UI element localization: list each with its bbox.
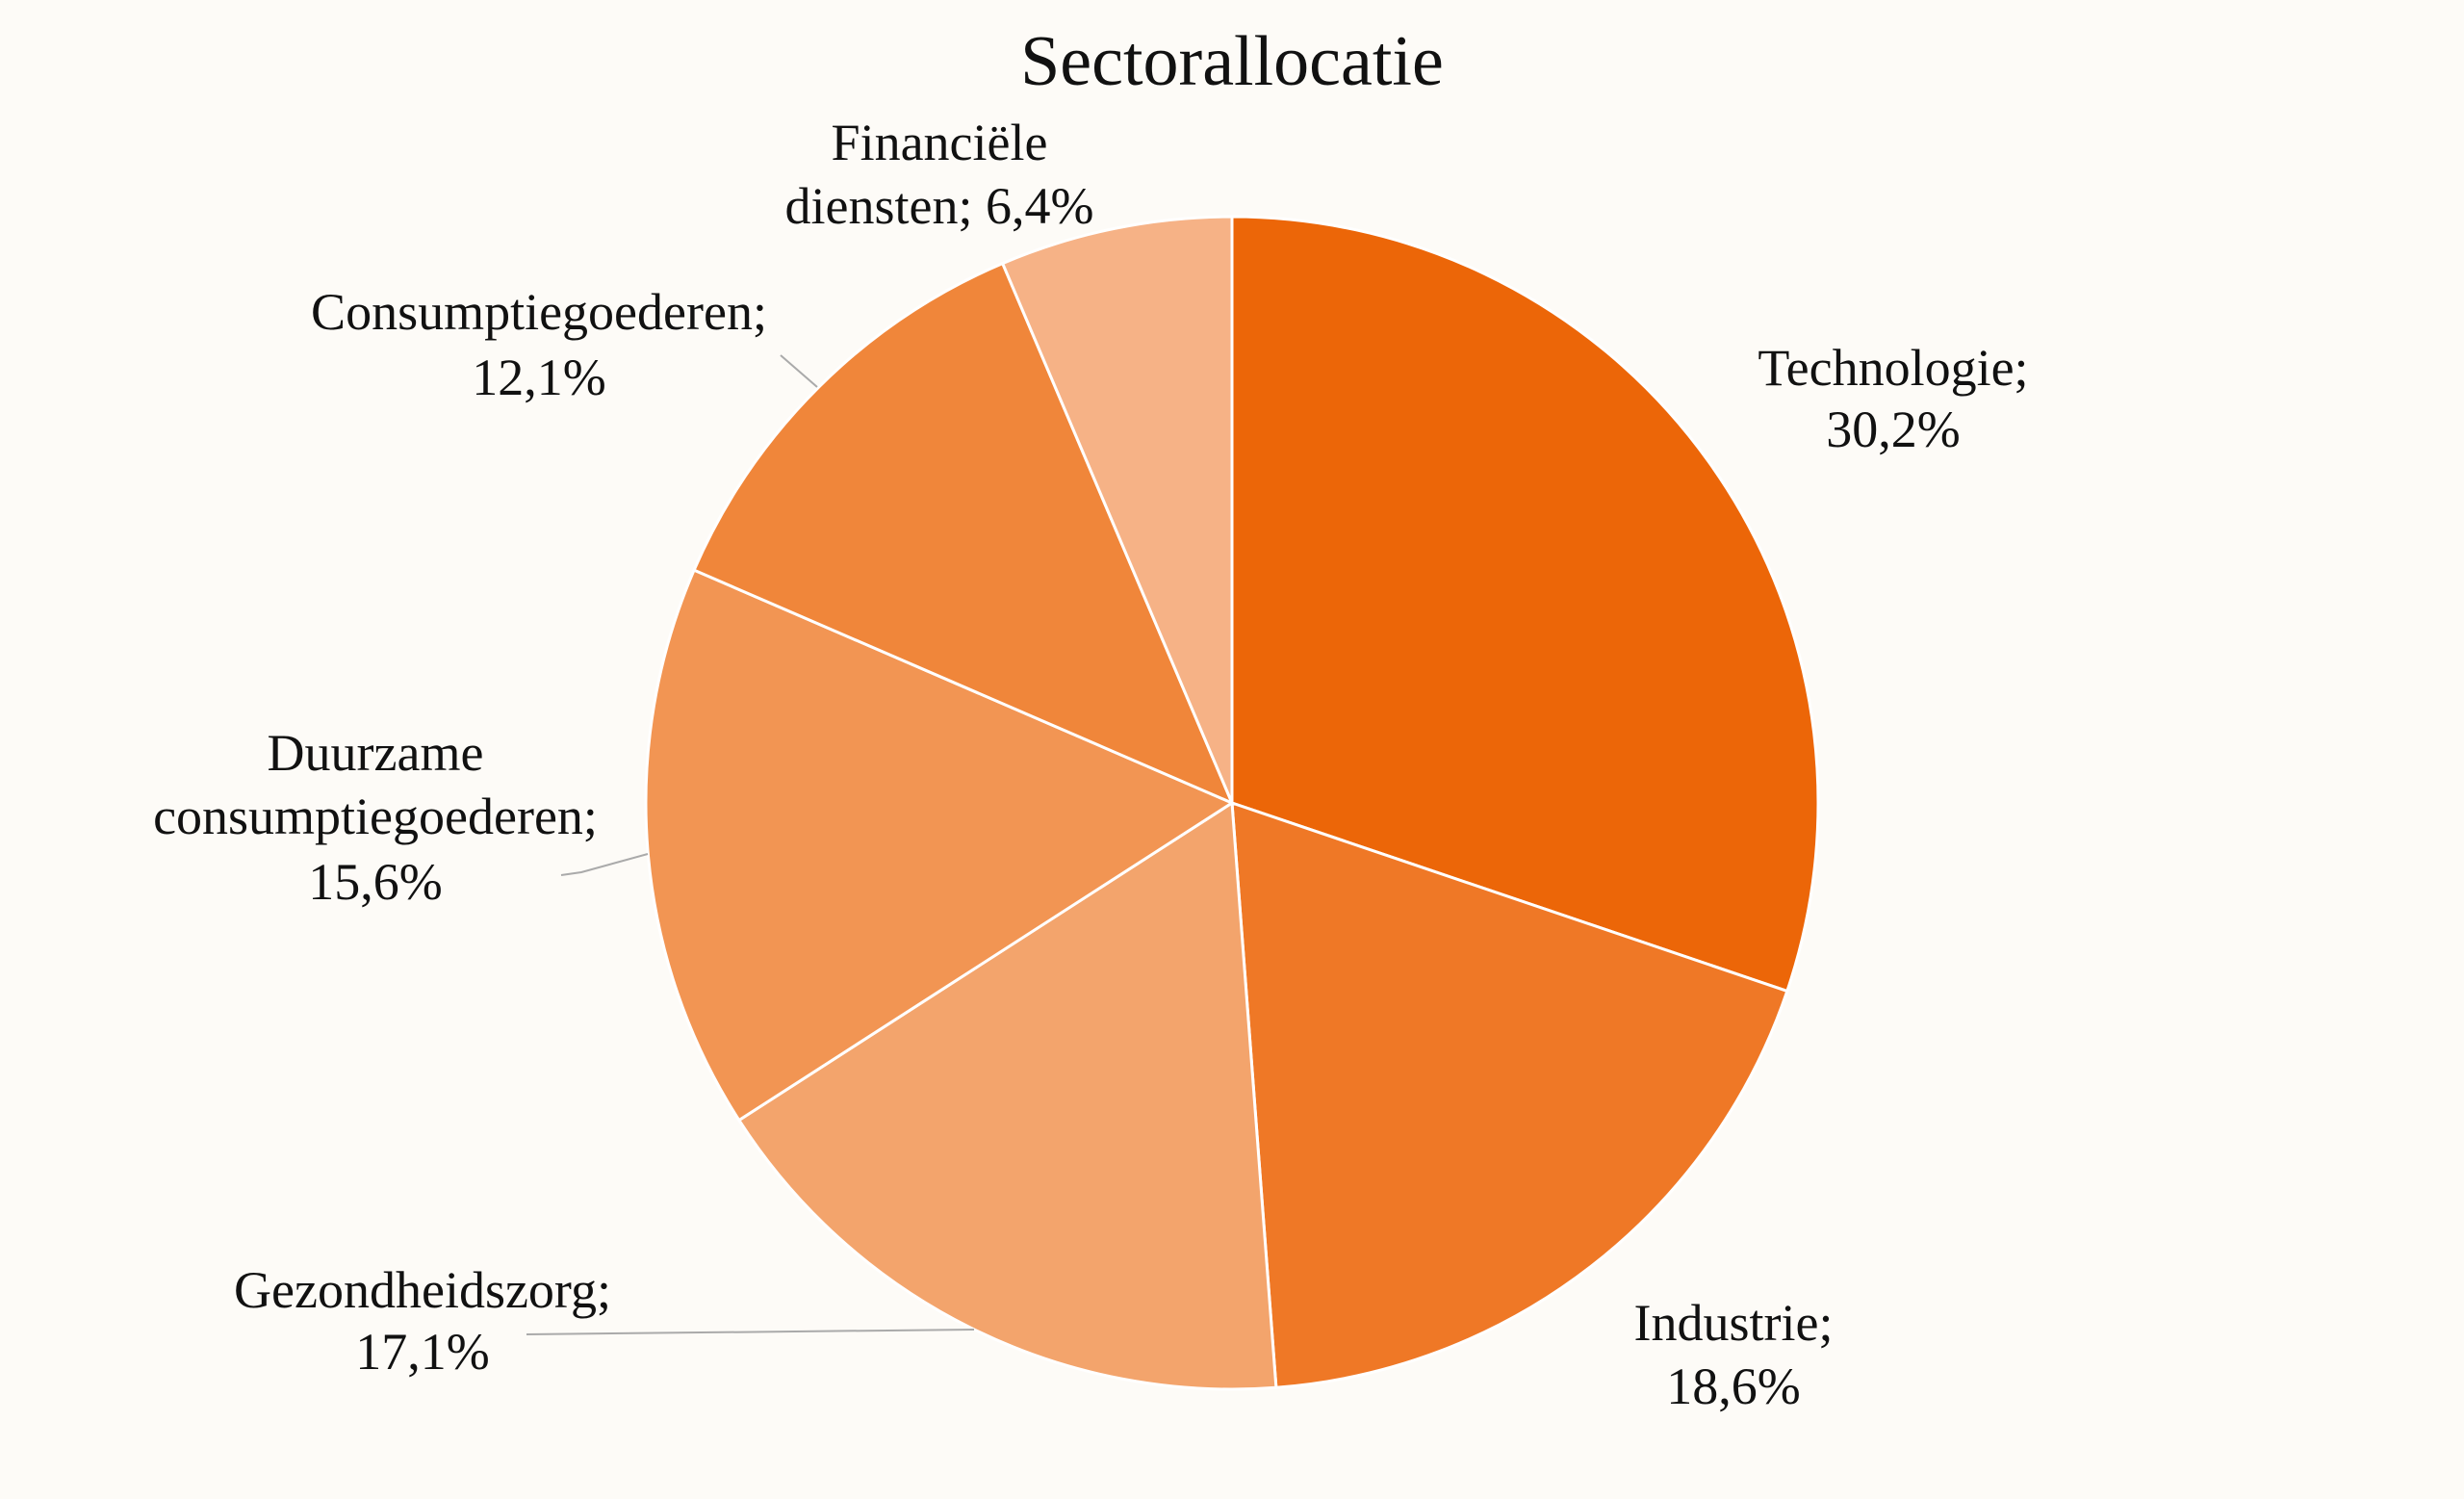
data-label-financi-le-diensten: diensten; 6,4% bbox=[785, 177, 1094, 235]
data-label-gezondheidszorg: Gezondheidszorg; bbox=[234, 1261, 611, 1319]
leader-line-duurzame bbox=[560, 853, 649, 876]
data-label-industrie: Industrie; bbox=[1634, 1294, 1834, 1352]
data-label-technologie: Technologie; bbox=[1758, 339, 2028, 397]
data-label-industrie: 18,6% bbox=[1666, 1357, 1800, 1415]
leader-lines bbox=[526, 354, 975, 1335]
data-label-consumptiegoederen: 12,1% bbox=[472, 349, 605, 406]
pie-slice-gezondheidszorg bbox=[736, 800, 1278, 1391]
pie-slice-technologie bbox=[1230, 215, 1820, 994]
pie-slice-industrie bbox=[1230, 800, 1789, 1389]
pie-slice-consumptiegoederen bbox=[692, 261, 1235, 806]
data-label-duurzame-consumptiegoederen: Duurzame bbox=[268, 724, 484, 782]
chart-title: Sectorallocatie bbox=[1020, 22, 1444, 101]
pie-slice-financi-le-diensten bbox=[1000, 215, 1234, 804]
data-label-consumptiegoederen: Consumptiegoederen; bbox=[311, 283, 767, 341]
data-label-gezondheidszorg: 17,1% bbox=[355, 1323, 489, 1381]
data-label-duurzame-consumptiegoederen: consumptiegoederen; bbox=[153, 788, 598, 845]
data-label-financi-le-diensten: Financiële bbox=[832, 114, 1048, 171]
leader-line-gezondheidszorg bbox=[526, 1329, 975, 1335]
pie-slice-duurzame-consumptiegoederen bbox=[644, 568, 1236, 1123]
data-labels: Technologie;30,2% Industrie;18,6% Gezondhe… bbox=[153, 114, 2029, 1415]
data-label-duurzame-consumptiegoederen: 15,6% bbox=[308, 853, 442, 911]
leader-line-consumptiegoederen bbox=[780, 354, 818, 388]
data-label-technologie: 30,2% bbox=[1826, 401, 1960, 458]
pie-slices bbox=[644, 215, 1820, 1391]
